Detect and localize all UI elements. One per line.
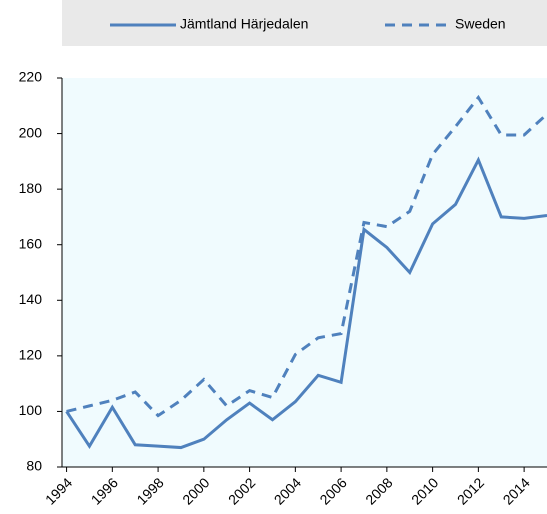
legend-label: Sweden [455, 16, 506, 32]
series-line [65, 156, 547, 450]
x-tick-label: 2004 [271, 474, 304, 507]
legend-label: Jämtland Härjedalen [180, 16, 308, 32]
x-tick-label: 1998 [133, 474, 166, 507]
x-tick-label: 2014 [500, 474, 533, 507]
plot-area [62, 78, 547, 467]
x-tick-label: 2000 [179, 474, 212, 507]
y-tick-label: 80 [26, 458, 42, 474]
y-tick-label: 180 [19, 180, 43, 196]
legend-box [62, 0, 547, 46]
x-tick-label: 2008 [362, 474, 395, 507]
x-tick-label: 2012 [454, 474, 487, 507]
x-tick-label: 1994 [42, 474, 75, 507]
y-tick-label: 120 [19, 347, 43, 363]
x-tick-label: 2006 [316, 474, 349, 507]
y-tick-label: 140 [19, 291, 43, 307]
y-tick-label: 220 [19, 69, 43, 85]
y-tick-label: 100 [19, 402, 43, 418]
x-tick-label: 1996 [88, 474, 121, 507]
y-tick-label: 160 [19, 235, 43, 251]
x-tick-label: 2010 [408, 474, 441, 507]
y-tick-label: 200 [19, 124, 43, 140]
x-tick-label: 2002 [225, 474, 258, 507]
series-line [66, 94, 547, 418]
